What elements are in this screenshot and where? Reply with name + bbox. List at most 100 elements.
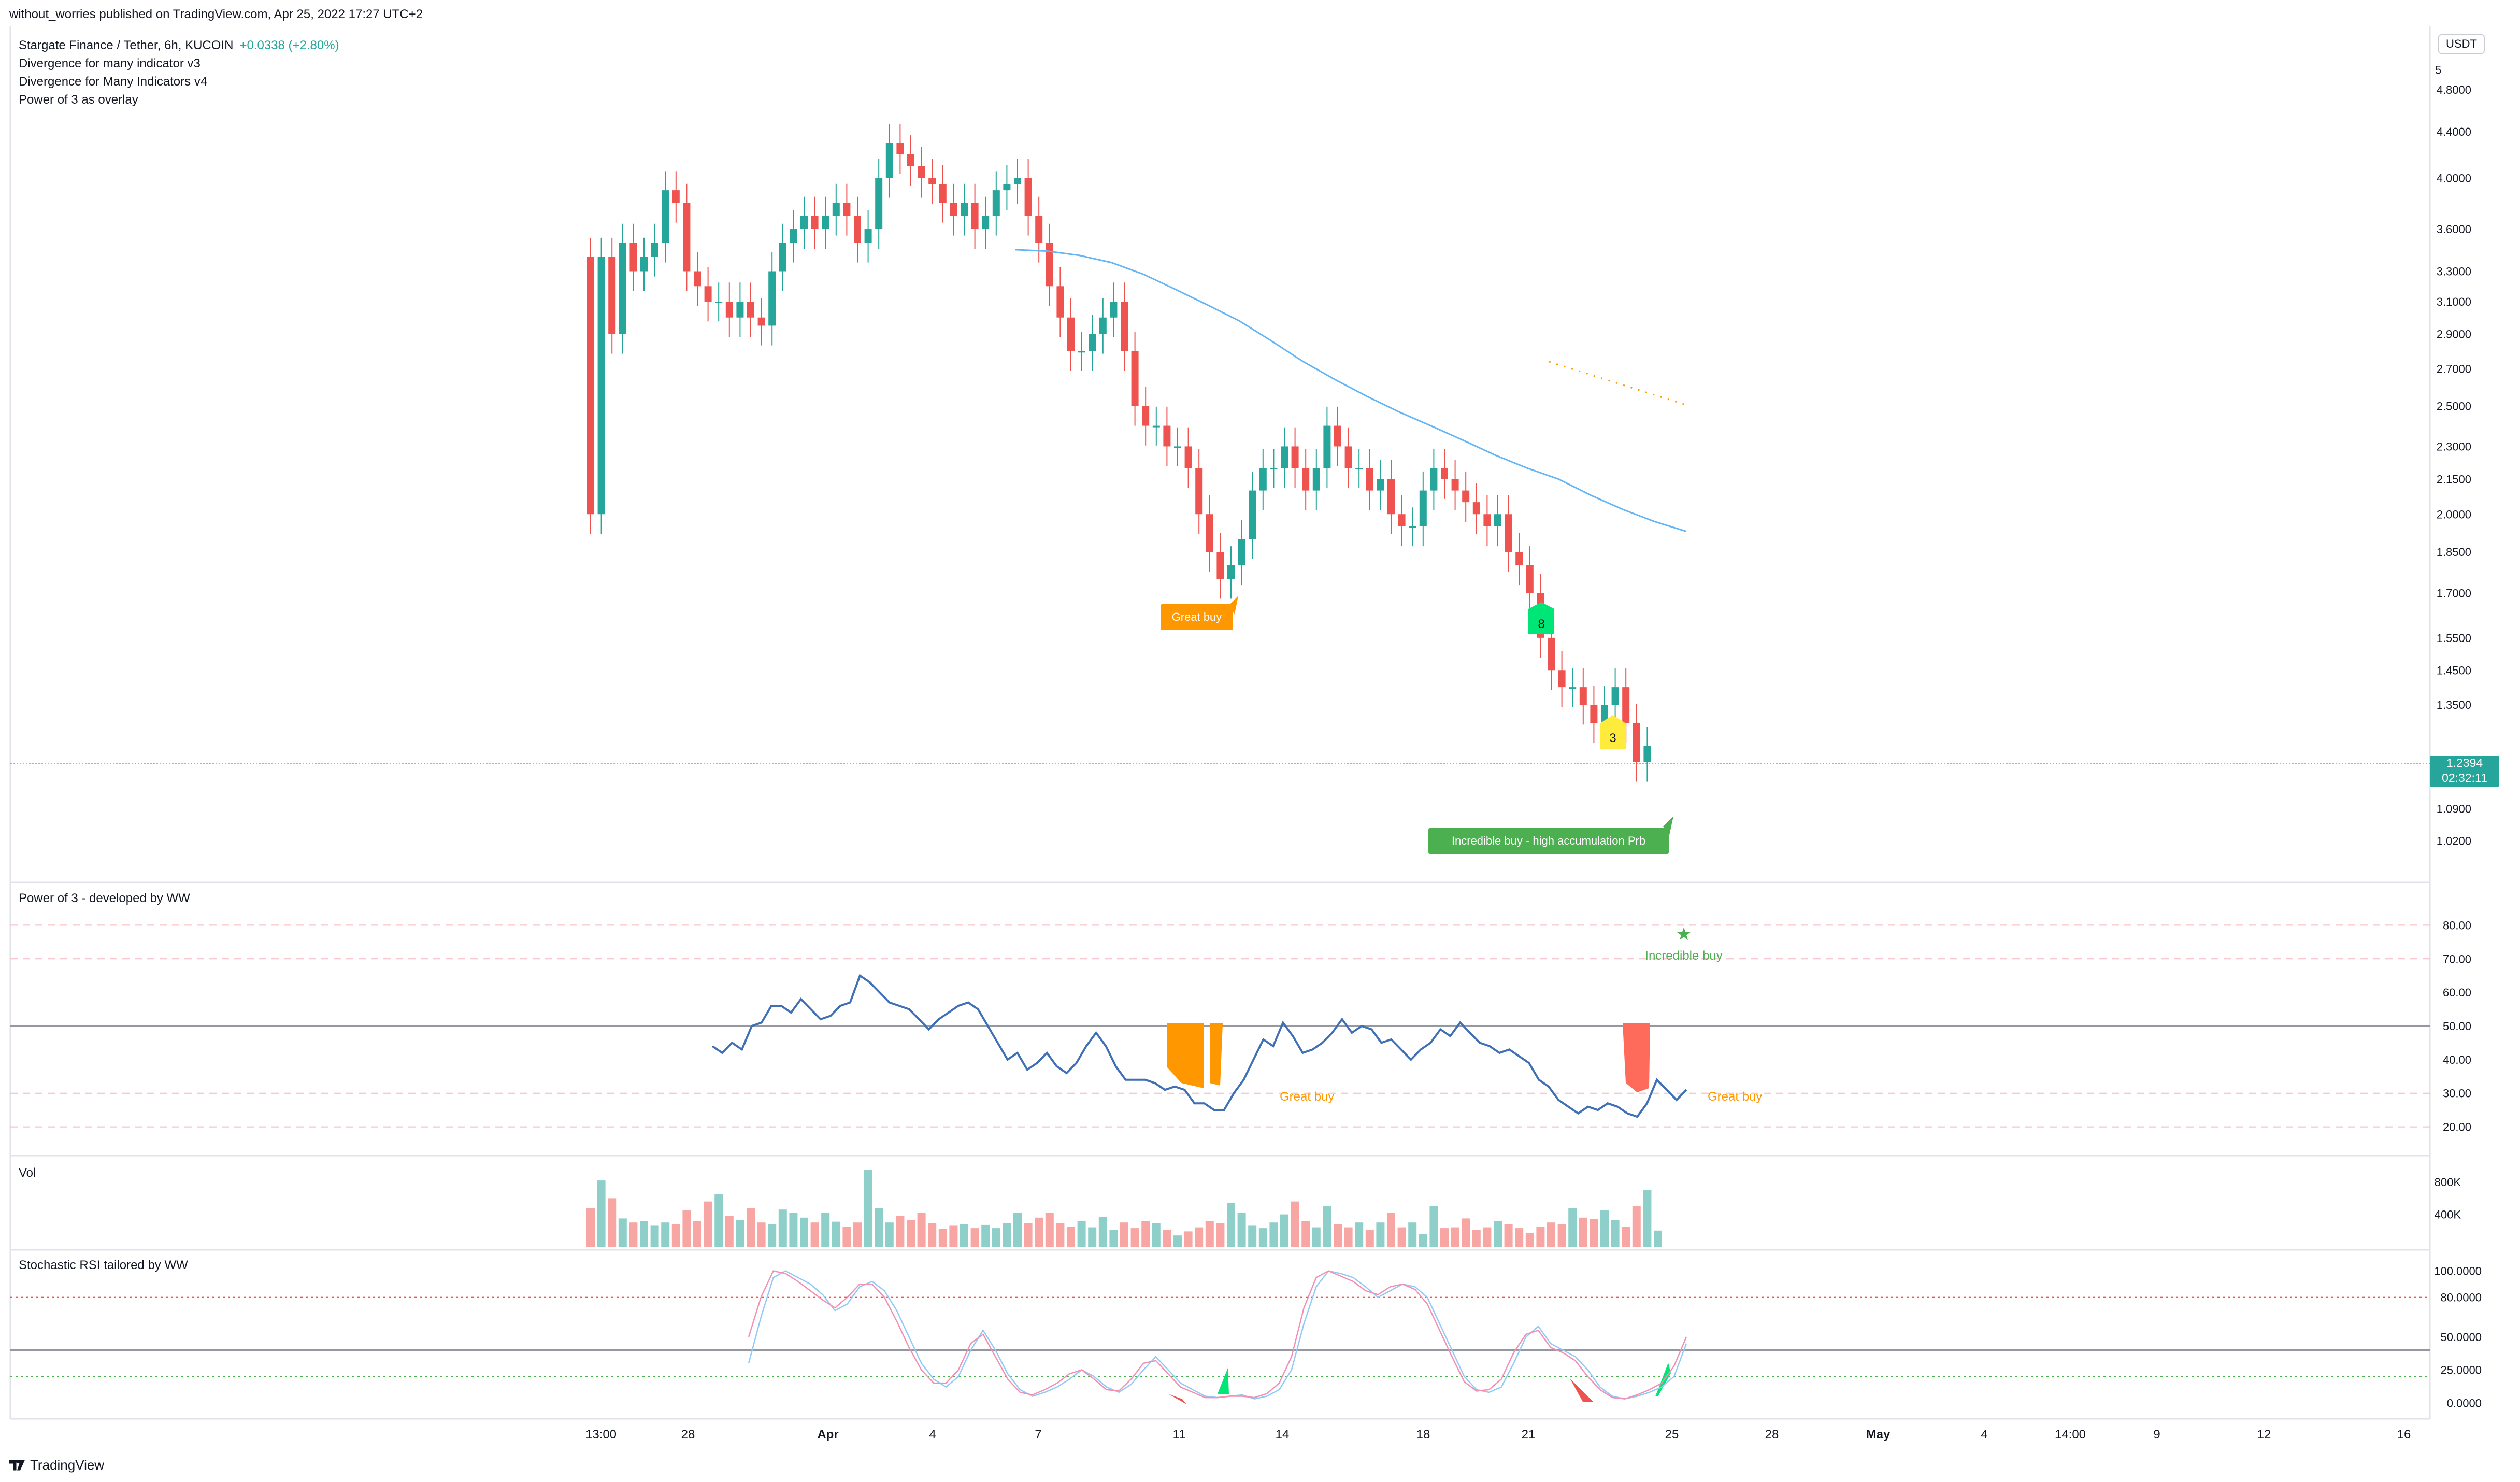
indicator-label-3[interactable]: Power of 3 as overlay — [19, 93, 138, 107]
candle-body — [790, 229, 797, 243]
currency-label[interactable]: USDT — [2438, 34, 2485, 54]
volume-bar — [1387, 1213, 1395, 1247]
volume-tick-label: 400K — [2435, 1208, 2461, 1221]
great-buy-osc-label-2: Great buy — [1708, 1090, 1762, 1104]
power3-tick-label: 60.00 — [2443, 986, 2471, 999]
power3-title[interactable]: Power of 3 - developed by WW — [19, 891, 190, 905]
candle-body — [1366, 468, 1373, 491]
volume-bar — [1258, 1228, 1267, 1247]
power3-tick-label: 80.00 — [2443, 919, 2471, 932]
candle-body — [1601, 705, 1608, 723]
candle-body — [725, 302, 733, 318]
time-tick-label: 14:00 — [2055, 1428, 2086, 1442]
volume-bar — [875, 1208, 883, 1247]
candle-body — [1430, 468, 1438, 491]
candle-body — [1270, 468, 1278, 470]
volume-bar — [1451, 1227, 1459, 1247]
candle-body — [1249, 490, 1256, 539]
volume-bar — [1109, 1230, 1118, 1247]
volume-bar — [1280, 1214, 1288, 1247]
volume-bar — [714, 1194, 723, 1247]
candle-body — [1121, 302, 1128, 351]
candle-body — [1387, 479, 1395, 515]
candle-body — [715, 302, 723, 304]
candle-body — [1281, 446, 1288, 468]
candle-body — [1515, 552, 1523, 565]
volume-bar — [1035, 1217, 1043, 1247]
volume-bar — [970, 1228, 979, 1247]
price-tick-label: 3.1000 — [2437, 295, 2471, 308]
candle-body — [1643, 746, 1651, 762]
legend: Stargate Finance / Tether, 6h, KUCOIN +0.… — [19, 36, 339, 109]
candle-body — [1323, 425, 1331, 468]
stoch-title[interactable]: Stochastic RSI tailored by WW — [19, 1258, 188, 1272]
indicator-label-1[interactable]: Divergence for many indicator v3 — [19, 56, 201, 70]
volume-bar — [768, 1224, 777, 1247]
candle-body — [1195, 468, 1203, 515]
candle-body — [1046, 243, 1053, 287]
volume-bar — [1163, 1230, 1171, 1247]
great-buy-label: Great buy — [1161, 604, 1233, 630]
stoch-levels — [10, 1296, 2430, 1377]
volume-bar — [1462, 1218, 1470, 1247]
volume-bar — [597, 1180, 606, 1247]
candle-body — [811, 216, 819, 230]
volume-bar — [810, 1222, 819, 1247]
volume-bar — [1291, 1201, 1299, 1247]
candle-body — [1259, 468, 1267, 491]
candle-body — [1526, 565, 1534, 593]
candle-body — [1334, 425, 1341, 447]
candle-body — [1462, 490, 1470, 503]
candle-body — [619, 243, 626, 334]
candle-body — [1558, 670, 1566, 688]
candle-body — [1014, 178, 1021, 184]
volume-bar — [1003, 1223, 1011, 1247]
candle-body — [907, 154, 914, 166]
candle-body — [1590, 705, 1598, 723]
candle-body — [864, 229, 872, 243]
incredible-buy-prb-label: Incredible buy - high accumulation Prb — [1428, 828, 1669, 854]
candle-body — [672, 190, 680, 203]
volume-bar — [1173, 1235, 1182, 1247]
volume-bar — [800, 1217, 808, 1247]
volume-bar — [1130, 1228, 1139, 1247]
volume-bar — [778, 1209, 787, 1247]
volume-bar — [864, 1170, 872, 1247]
power3-line — [711, 974, 1687, 1118]
time-axis[interactable]: 13:00 28 Apr 4 7 11 14 18 21 25 28 May 4 14:00 9 12 16 — [585, 1428, 2411, 1442]
price-tick-label: 5 — [2435, 64, 2441, 77]
volume-bar — [842, 1227, 851, 1247]
great-buy-osc-label-1: Great buy — [1280, 1090, 1334, 1104]
indicator-label-2[interactable]: Divergence for Many Indicators v4 — [19, 75, 208, 89]
symbol-title[interactable]: Stargate Finance / Tether, 6h, KUCOIN — [19, 38, 234, 52]
price-axis[interactable]: 1.02001.09001.17001.35001.45001.55001.70… — [2435, 64, 2471, 848]
price-tick-label: 1.7000 — [2437, 587, 2471, 600]
incredible-buy-osc-label: Incredible buy — [1645, 949, 1722, 963]
moving-average-line — [1015, 249, 1687, 533]
stoch-d-line — [748, 1270, 1687, 1400]
candle-body — [896, 142, 904, 154]
candle-body — [1067, 317, 1075, 351]
candle-body — [1419, 490, 1427, 526]
price-tick-label: 4.4000 — [2437, 125, 2471, 138]
volume-bar — [949, 1226, 958, 1247]
volume-title[interactable]: Vol — [19, 1166, 36, 1180]
stoch-axis: 0.0000 25.0000 50.0000 80.0000 100.0000 — [2434, 1265, 2482, 1410]
volume-bar — [789, 1213, 798, 1247]
candle-body — [1312, 468, 1320, 491]
candle-body — [950, 203, 957, 216]
candle-body — [1216, 552, 1224, 579]
volume-bar — [1227, 1203, 1235, 1247]
price-tick-label: 4.8000 — [2437, 83, 2471, 96]
volume-bar — [1483, 1227, 1492, 1247]
volume-bar — [1152, 1223, 1161, 1247]
volume-bar — [1024, 1223, 1033, 1247]
candle-body — [885, 142, 893, 178]
volume-bar — [1419, 1234, 1427, 1247]
candle-body — [918, 166, 925, 178]
stoch-tick-label: 80.0000 — [2440, 1291, 2482, 1304]
volume-bar — [907, 1220, 915, 1247]
volume-bar — [1547, 1222, 1555, 1247]
candle-body — [1003, 184, 1011, 191]
